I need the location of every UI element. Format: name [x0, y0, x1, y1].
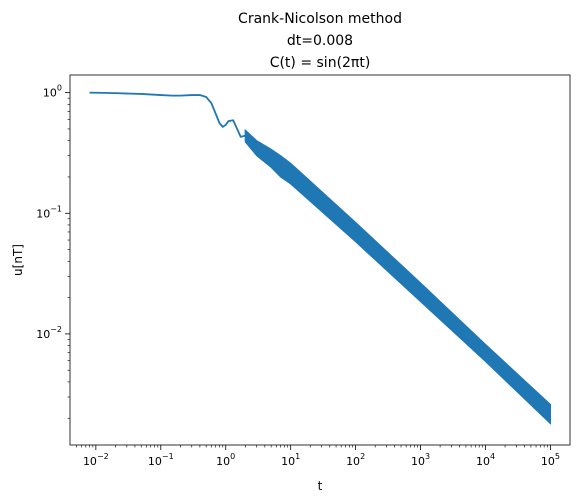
x-tick-label: 10−1 — [148, 452, 174, 468]
chart-title-line-1: Crank-Nicolson method — [238, 11, 402, 27]
x-axis-label: t — [318, 479, 323, 493]
y-tick-label: 10−2 — [36, 325, 62, 341]
series-oscillation-line — [244, 129, 552, 424]
x-tick-label: 102 — [346, 452, 365, 468]
chart-title-line-2: dt=0.008 — [287, 33, 353, 49]
y-axis-label: u[nT] — [11, 244, 25, 276]
series-line-early — [89, 91, 246, 138]
x-tick-label: 104 — [476, 452, 495, 468]
y-tick-label: 100 — [43, 84, 62, 100]
x-tick-label: 103 — [411, 452, 430, 468]
chart-title-line-3: C(t) = sin(2πt) — [270, 55, 371, 71]
y-tick-label: 10−1 — [36, 204, 62, 220]
x-tick-label: 105 — [541, 452, 560, 468]
plot-frame — [69, 74, 571, 446]
x-tick-label: 101 — [281, 452, 300, 468]
tick-layer: 10−2 10−1 100 101 102 103 104 105 10−2 10−1 100 — [36, 84, 560, 468]
x-tick-label: 10−2 — [83, 452, 109, 468]
data-layer — [89, 91, 552, 425]
x-tick-label: 100 — [216, 452, 235, 468]
